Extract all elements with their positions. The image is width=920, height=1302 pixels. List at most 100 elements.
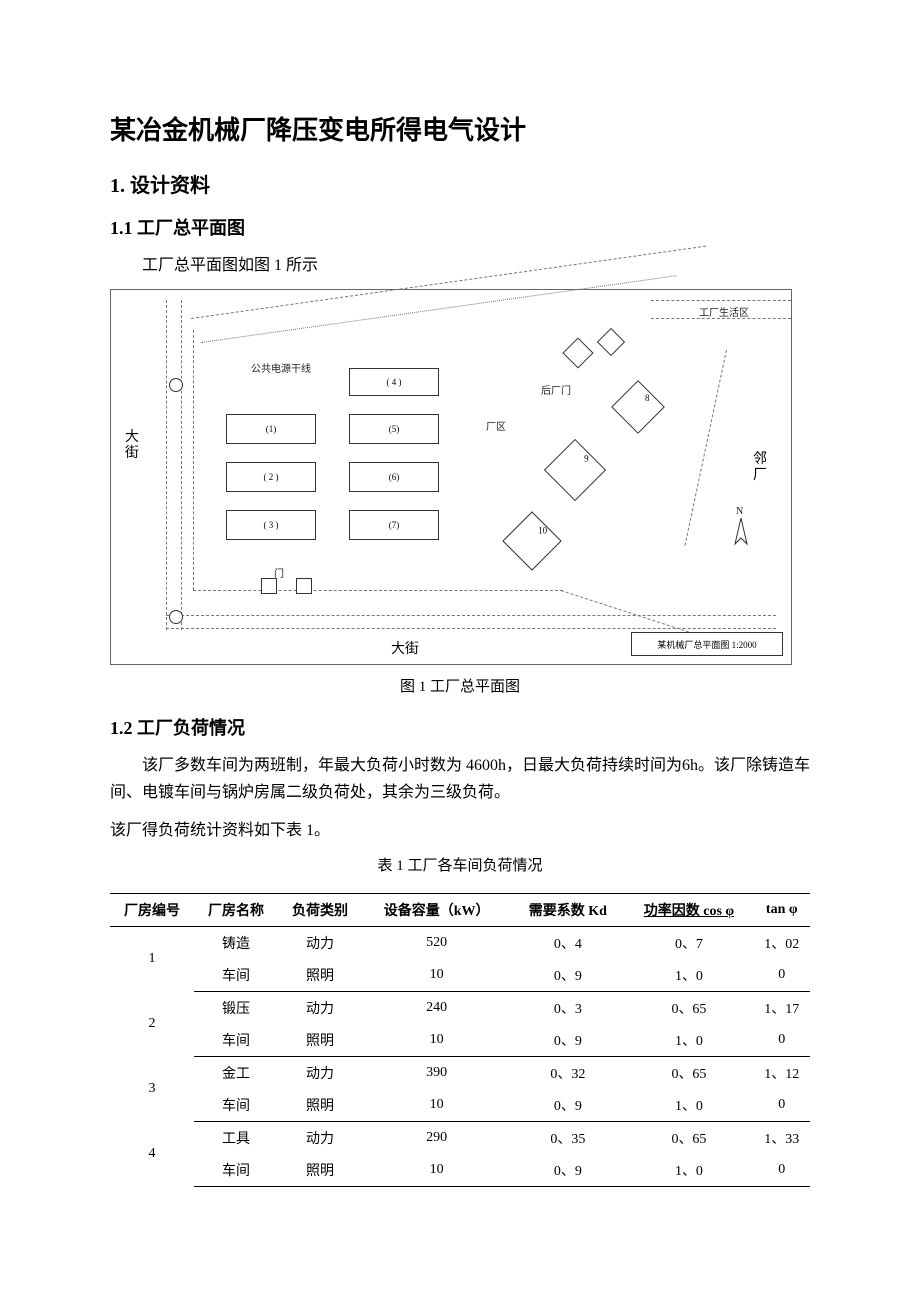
cell-id: 4 <box>110 1121 194 1186</box>
building-9-label: 9 <box>565 454 607 464</box>
cell-id: 2 <box>110 991 194 1056</box>
road-bottom-dash-2 <box>166 628 776 629</box>
cell-kd: 0、9 <box>511 959 624 992</box>
road-left-dash-2 <box>181 300 182 630</box>
cell-cap: 10 <box>362 1089 511 1122</box>
building-8: 8 <box>611 380 665 434</box>
label-neighbor: 邻厂 <box>753 452 769 483</box>
cell-tan: 1、33 <box>754 1121 810 1154</box>
building-2: ( 2 ) <box>226 462 316 492</box>
heading-1-2: 1.2 工厂负荷情况 <box>110 714 810 740</box>
th-id: 厂房编号 <box>110 893 194 926</box>
figure-1-diagram: (1) ( 2 ) ( 3 ) ( 4 ) (5) (6) (7) 8 9 10… <box>110 289 792 665</box>
cell-cos: 1、0 <box>624 1024 753 1057</box>
cell-kd: 0、35 <box>511 1121 624 1154</box>
table-load: 厂房编号 厂房名称 负荷类别 设备容量（kW） 需要系数 Kd 功率因数 cos… <box>110 893 810 1187</box>
cell-cap: 10 <box>362 1154 511 1187</box>
cell-tan: 0 <box>754 1024 810 1057</box>
cell-type: 动力 <box>278 926 362 959</box>
table-row: 4 工具 动力 290 0、35 0、65 1、33 <box>110 1121 810 1154</box>
table-row: 1 铸造 动力 520 0、4 0、7 1、02 <box>110 926 810 959</box>
paragraph-table-intro: 该厂得负荷统计资料如下表 1。 <box>110 817 810 844</box>
cell-tan: 0 <box>754 959 810 992</box>
cell-tan: 1、17 <box>754 991 810 1024</box>
cell-kd: 0、4 <box>511 926 624 959</box>
building-5-label: (5) <box>389 424 400 434</box>
cell-name: 车间 <box>194 1024 278 1057</box>
cell-id: 3 <box>110 1056 194 1121</box>
cell-tan: 0 <box>754 1154 810 1187</box>
cell-name: 金工 <box>194 1056 278 1089</box>
building-5: (5) <box>349 414 439 444</box>
table-1-caption: 表 1 工厂各车间负荷情况 <box>110 854 810 875</box>
cell-id: 1 <box>110 926 194 991</box>
building-3-label: ( 3 ) <box>264 520 279 530</box>
cell-kd: 0、9 <box>511 1154 624 1187</box>
building-1: (1) <box>226 414 316 444</box>
building-7-label: (7) <box>389 520 400 530</box>
perimeter-left <box>193 330 194 590</box>
building-4: ( 4 ) <box>349 368 439 396</box>
cell-cos: 1、0 <box>624 1089 753 1122</box>
cell-type: 照明 <box>278 1024 362 1057</box>
th-name: 厂房名称 <box>194 893 278 926</box>
building-9: 9 <box>544 439 606 501</box>
table-row: 3 金工 动力 390 0、32 0、65 1、12 <box>110 1056 810 1089</box>
building-3: ( 3 ) <box>226 510 316 540</box>
cell-cap: 240 <box>362 991 511 1024</box>
th-cos-text: 功率因数 cos φ <box>644 904 734 919</box>
building-2-label: ( 2 ) <box>264 472 279 482</box>
label-street-bottom: 大街 <box>391 638 419 658</box>
label-front-gate: 门 <box>274 565 284 580</box>
cell-cap: 520 <box>362 926 511 959</box>
legend-text: 某机械厂总平面图 1:2000 <box>657 638 756 651</box>
front-gate-left <box>261 578 277 594</box>
building-4-label: ( 4 ) <box>387 377 402 387</box>
cell-tan: 1、12 <box>754 1056 810 1089</box>
table-row: 2 锻压 动力 240 0、3 0、65 1、17 <box>110 991 810 1024</box>
cell-kd: 0、9 <box>511 1089 624 1122</box>
table-header-row: 厂房编号 厂房名称 负荷类别 设备容量（kW） 需要系数 Kd 功率因数 cos… <box>110 893 810 926</box>
building-8-label: 8 <box>629 393 665 403</box>
building-6: (6) <box>349 462 439 492</box>
small-diamond-1 <box>562 338 593 369</box>
table-row: 车间 照明 10 0、9 1、0 0 <box>110 1154 810 1187</box>
cell-kd: 0、32 <box>511 1056 624 1089</box>
cell-type: 照明 <box>278 959 362 992</box>
table-row: 车间 照明 10 0、9 1、0 0 <box>110 959 810 992</box>
road-bottom-dash-1 <box>166 615 776 616</box>
perimeter-bottom <box>193 590 563 591</box>
building-10: 10 <box>502 511 561 570</box>
cell-cap: 290 <box>362 1121 511 1154</box>
th-type: 负荷类别 <box>278 893 362 926</box>
cell-cap: 390 <box>362 1056 511 1089</box>
label-north: N <box>736 506 743 517</box>
label-living: 工厂生活区 <box>699 304 749 319</box>
figure-1-caption: 图 1 工厂总平面图 <box>110 675 810 696</box>
cell-name: 铸造 <box>194 926 278 959</box>
cell-name: 工具 <box>194 1121 278 1154</box>
cell-name: 车间 <box>194 1089 278 1122</box>
label-back-gate: 后厂门 <box>541 382 571 397</box>
cell-type: 照明 <box>278 1154 362 1187</box>
cell-tan: 1、02 <box>754 926 810 959</box>
road-left-dash-1 <box>166 300 167 630</box>
heading-1-1: 1.1 工厂总平面图 <box>110 214 810 240</box>
cell-type: 动力 <box>278 991 362 1024</box>
cell-kd: 0、3 <box>511 991 624 1024</box>
perimeter-right <box>684 350 727 546</box>
cell-cap: 10 <box>362 1024 511 1057</box>
cell-name: 锻压 <box>194 991 278 1024</box>
cell-cos: 0、7 <box>624 926 753 959</box>
cell-name: 车间 <box>194 959 278 992</box>
building-7: (7) <box>349 510 439 540</box>
cell-type: 动力 <box>278 1121 362 1154</box>
living-border-top <box>651 300 791 301</box>
cell-cap: 10 <box>362 959 511 992</box>
cell-cos: 0、65 <box>624 1121 753 1154</box>
heading-1: 1. 设计资料 <box>110 169 810 198</box>
document-title: 某冶金机械厂降压变电所得电气设计 <box>110 110 810 147</box>
cell-kd: 0、9 <box>511 1024 624 1057</box>
th-cos: 功率因数 cos φ <box>624 893 753 926</box>
cell-tan: 0 <box>754 1089 810 1122</box>
